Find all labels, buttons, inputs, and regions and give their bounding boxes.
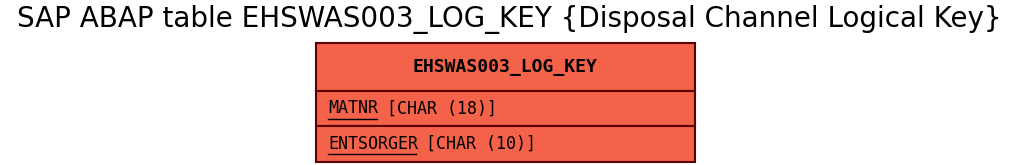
Text: [CHAR (18)]: [CHAR (18)] <box>377 99 497 117</box>
Text: EHSWAS003_LOG_KEY: EHSWAS003_LOG_KEY <box>413 58 598 76</box>
FancyBboxPatch shape <box>316 126 695 162</box>
Text: SAP ABAP table EHSWAS003_LOG_KEY {Disposal Channel Logical Key}: SAP ABAP table EHSWAS003_LOG_KEY {Dispos… <box>17 5 1002 34</box>
FancyBboxPatch shape <box>316 43 695 91</box>
FancyBboxPatch shape <box>316 91 695 126</box>
Text: ENTSORGER: ENTSORGER <box>328 135 418 153</box>
Text: [CHAR (10)]: [CHAR (10)] <box>416 135 536 153</box>
Text: MATNR: MATNR <box>328 99 378 117</box>
